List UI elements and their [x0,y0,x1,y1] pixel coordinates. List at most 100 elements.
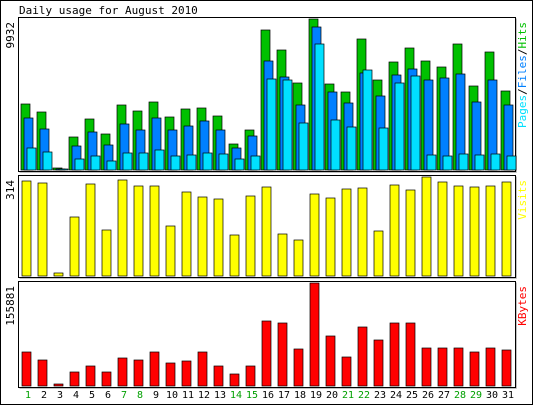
bar-pages [426,154,437,171]
x-tick-label: 10 [166,390,178,401]
bar-kbytes [469,351,480,387]
bar-visits [245,195,256,277]
x-tick-label: 24 [390,390,402,401]
bar-visits [421,176,432,277]
legend-label: KBytes [516,286,529,326]
y-max-label: 314 [4,180,17,200]
x-tick-label: 31 [502,390,514,401]
bar-kbytes [373,339,384,387]
legend-label-part: Visits [516,180,529,220]
bar-pages [42,151,53,171]
bar-pages [490,153,501,171]
x-tick-label: 25 [406,390,418,401]
bar-pages [202,152,213,171]
bar-pages [74,158,85,171]
chart-title: Daily usage for August 2010 [19,4,198,17]
bar-visits [261,186,272,277]
bar-visits [341,188,352,277]
panel-kbytes: 155881 KBytes [4,281,529,389]
bar-pages [90,155,101,171]
bar-visits [405,189,416,277]
bar-kbytes [117,357,128,387]
bar-visits [309,193,320,277]
bar-pages [394,82,405,171]
x-tick-label: 4 [73,390,79,401]
x-tick-label: 18 [294,390,306,401]
bar-pages [122,152,133,171]
bar-pages [298,122,309,171]
bar-visits [149,185,160,277]
bar-pages [154,149,165,171]
y-max-label: 9932 [4,22,17,49]
bar-visits [117,179,128,277]
bar-kbytes [437,347,448,387]
bar-kbytes [213,365,224,387]
bar-pages [170,155,181,171]
x-tick-label: 8 [137,390,143,401]
legend-label-part: KBytes [516,286,529,326]
x-tick-label: 16 [262,390,274,401]
bar-kbytes [293,348,304,387]
bar-kbytes [357,326,368,387]
bar-kbytes [37,359,48,387]
bar-visits [373,230,384,277]
series-kbytes [21,282,512,387]
bar-kbytes [325,335,336,387]
x-axis-labels: 1 2 3 4 5 6 7 8 9 10 11 12 13 14 15 16 17 18 19 20 21 22 23 24 2… [25,390,514,401]
bar-visits [229,234,240,277]
x-tick-label: 7 [121,390,127,401]
bar-visits [181,191,192,277]
bar-pages [458,153,469,171]
bar-kbytes [245,365,256,387]
bar-pages [234,158,245,171]
bar-kbytes [101,371,112,387]
x-tick-label: 13 [214,390,226,401]
panel-visits: 314 Visits [4,175,529,279]
x-tick-label: 5 [89,390,95,401]
bar-visits [293,239,304,277]
series-pages [26,43,517,171]
x-tick-label: 1 [25,390,31,401]
legend-label-part: Hits [516,22,529,49]
bar-pages [378,127,389,171]
x-tick-label: 6 [105,390,111,401]
bar-kbytes [69,371,80,387]
bar-kbytes [197,351,208,387]
bar-pages [186,154,197,171]
x-tick-label: 20 [326,390,338,401]
bar-visits [485,185,496,277]
bar-kbytes [309,282,320,387]
x-tick-label: 30 [486,390,498,401]
bar-kbytes [165,362,176,387]
x-tick-label: 21 [342,390,354,401]
x-tick-label: 15 [246,390,258,401]
legend-label: Pages/Files/Hits [516,22,529,128]
bar-pages [506,155,517,171]
bar-pages [330,119,341,171]
bar-kbytes [261,320,272,387]
bar-kbytes [405,322,416,387]
bar-visits [325,197,336,277]
x-tick-label: 11 [182,390,194,401]
bar-kbytes [453,347,464,387]
x-tick-label: 28 [454,390,466,401]
y-max-label: 155881 [4,286,17,326]
bar-pages [362,69,373,171]
bar-kbytes [277,322,288,387]
bar-pages [266,78,277,171]
bar-kbytes [421,347,432,387]
bar-kbytes [85,365,96,387]
bar-visits [437,181,448,277]
bar-pages [314,43,325,171]
bar-kbytes [229,373,240,387]
legend-label-part: / [516,88,529,95]
series-visits [21,176,512,277]
x-tick-label: 19 [310,390,322,401]
bar-pages [250,155,261,171]
x-tick-label: 22 [358,390,370,401]
x-tick-label: 2 [41,390,47,401]
bar-visits [453,185,464,277]
x-tick-label: 27 [438,390,450,401]
bar-visits [197,196,208,277]
